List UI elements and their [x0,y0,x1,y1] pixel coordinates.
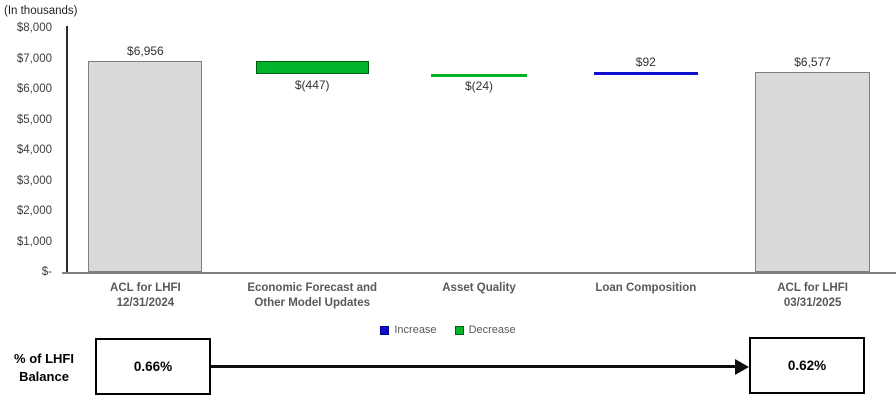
start-pct-value: 0.66% [133,359,173,374]
legend-label: Increase [394,324,437,336]
value-label: $(24) [464,79,493,94]
y-tick-label: $- [41,266,52,278]
y-tick-label: $2,000 [16,205,52,217]
pct-label-line1: % of LHFI [14,351,74,366]
bar-total-4 [755,72,871,272]
category-label: Asset Quality [389,281,569,296]
units-label: (In thousands) [4,5,78,17]
category-label: ACL for LHFI 12/31/2024 [55,281,235,311]
category-label: ACL for LHFI 03/31/2025 [723,281,896,311]
legend: Increase Decrease [0,324,896,336]
y-tick-label: $3,000 [16,174,52,187]
y-tick-label: $5,000 [16,113,52,126]
category-label-line: ACL for LHFI [777,282,848,294]
y-tick-label: $6,000 [16,83,52,95]
bar-decrease-1 [255,60,369,75]
arrow-line [211,365,736,368]
pct-of-lhfi-balance-label: % of LHFI Balance [0,350,88,385]
category-label-line: Loan Composition [595,282,697,294]
pct-label-line2: Balance [19,368,69,384]
bar-total-0 [88,60,203,272]
x-axis-line [62,272,896,274]
legend-label: Decrease [468,324,516,336]
legend-swatch-decrease [454,325,464,335]
y-tick-label: $4,000 [16,144,52,156]
category-label-line: Other Model Updates [254,296,371,309]
y-tick-label: $7,000 [16,52,52,65]
legend-item-decrease: Decrease [454,324,516,336]
bar-decrease-2 [431,74,527,77]
bar-increase-3 [593,72,698,76]
category-label-line: Economic Forecast and [247,282,378,294]
category-label-line: 03/31/2025 [783,296,842,309]
value-label: $(447) [294,78,330,93]
start-pct-box: 0.66% [95,338,211,395]
end-pct-box: 0.62% [749,337,865,394]
category-label-line: ACL for LHFI [110,282,181,294]
y-axis-line [66,26,68,273]
legend-item-increase: Increase [380,324,437,336]
value-label: $6,956 [127,43,164,58]
legend-swatch-increase [380,325,390,335]
y-tick-label: $1,000 [16,235,52,248]
category-label: Economic Forecast and Other Model Updates [222,281,402,311]
value-label: $92 [635,55,656,70]
category-label-line: 12/31/2024 [116,296,175,309]
arrow-head-icon [735,358,749,375]
end-pct-value: 0.62% [787,358,827,373]
category-label: Loan Composition [556,281,736,296]
y-tick-label: $8,000 [16,22,52,34]
value-label: $6,577 [794,55,831,70]
category-label-line: Asset Quality [442,282,516,294]
